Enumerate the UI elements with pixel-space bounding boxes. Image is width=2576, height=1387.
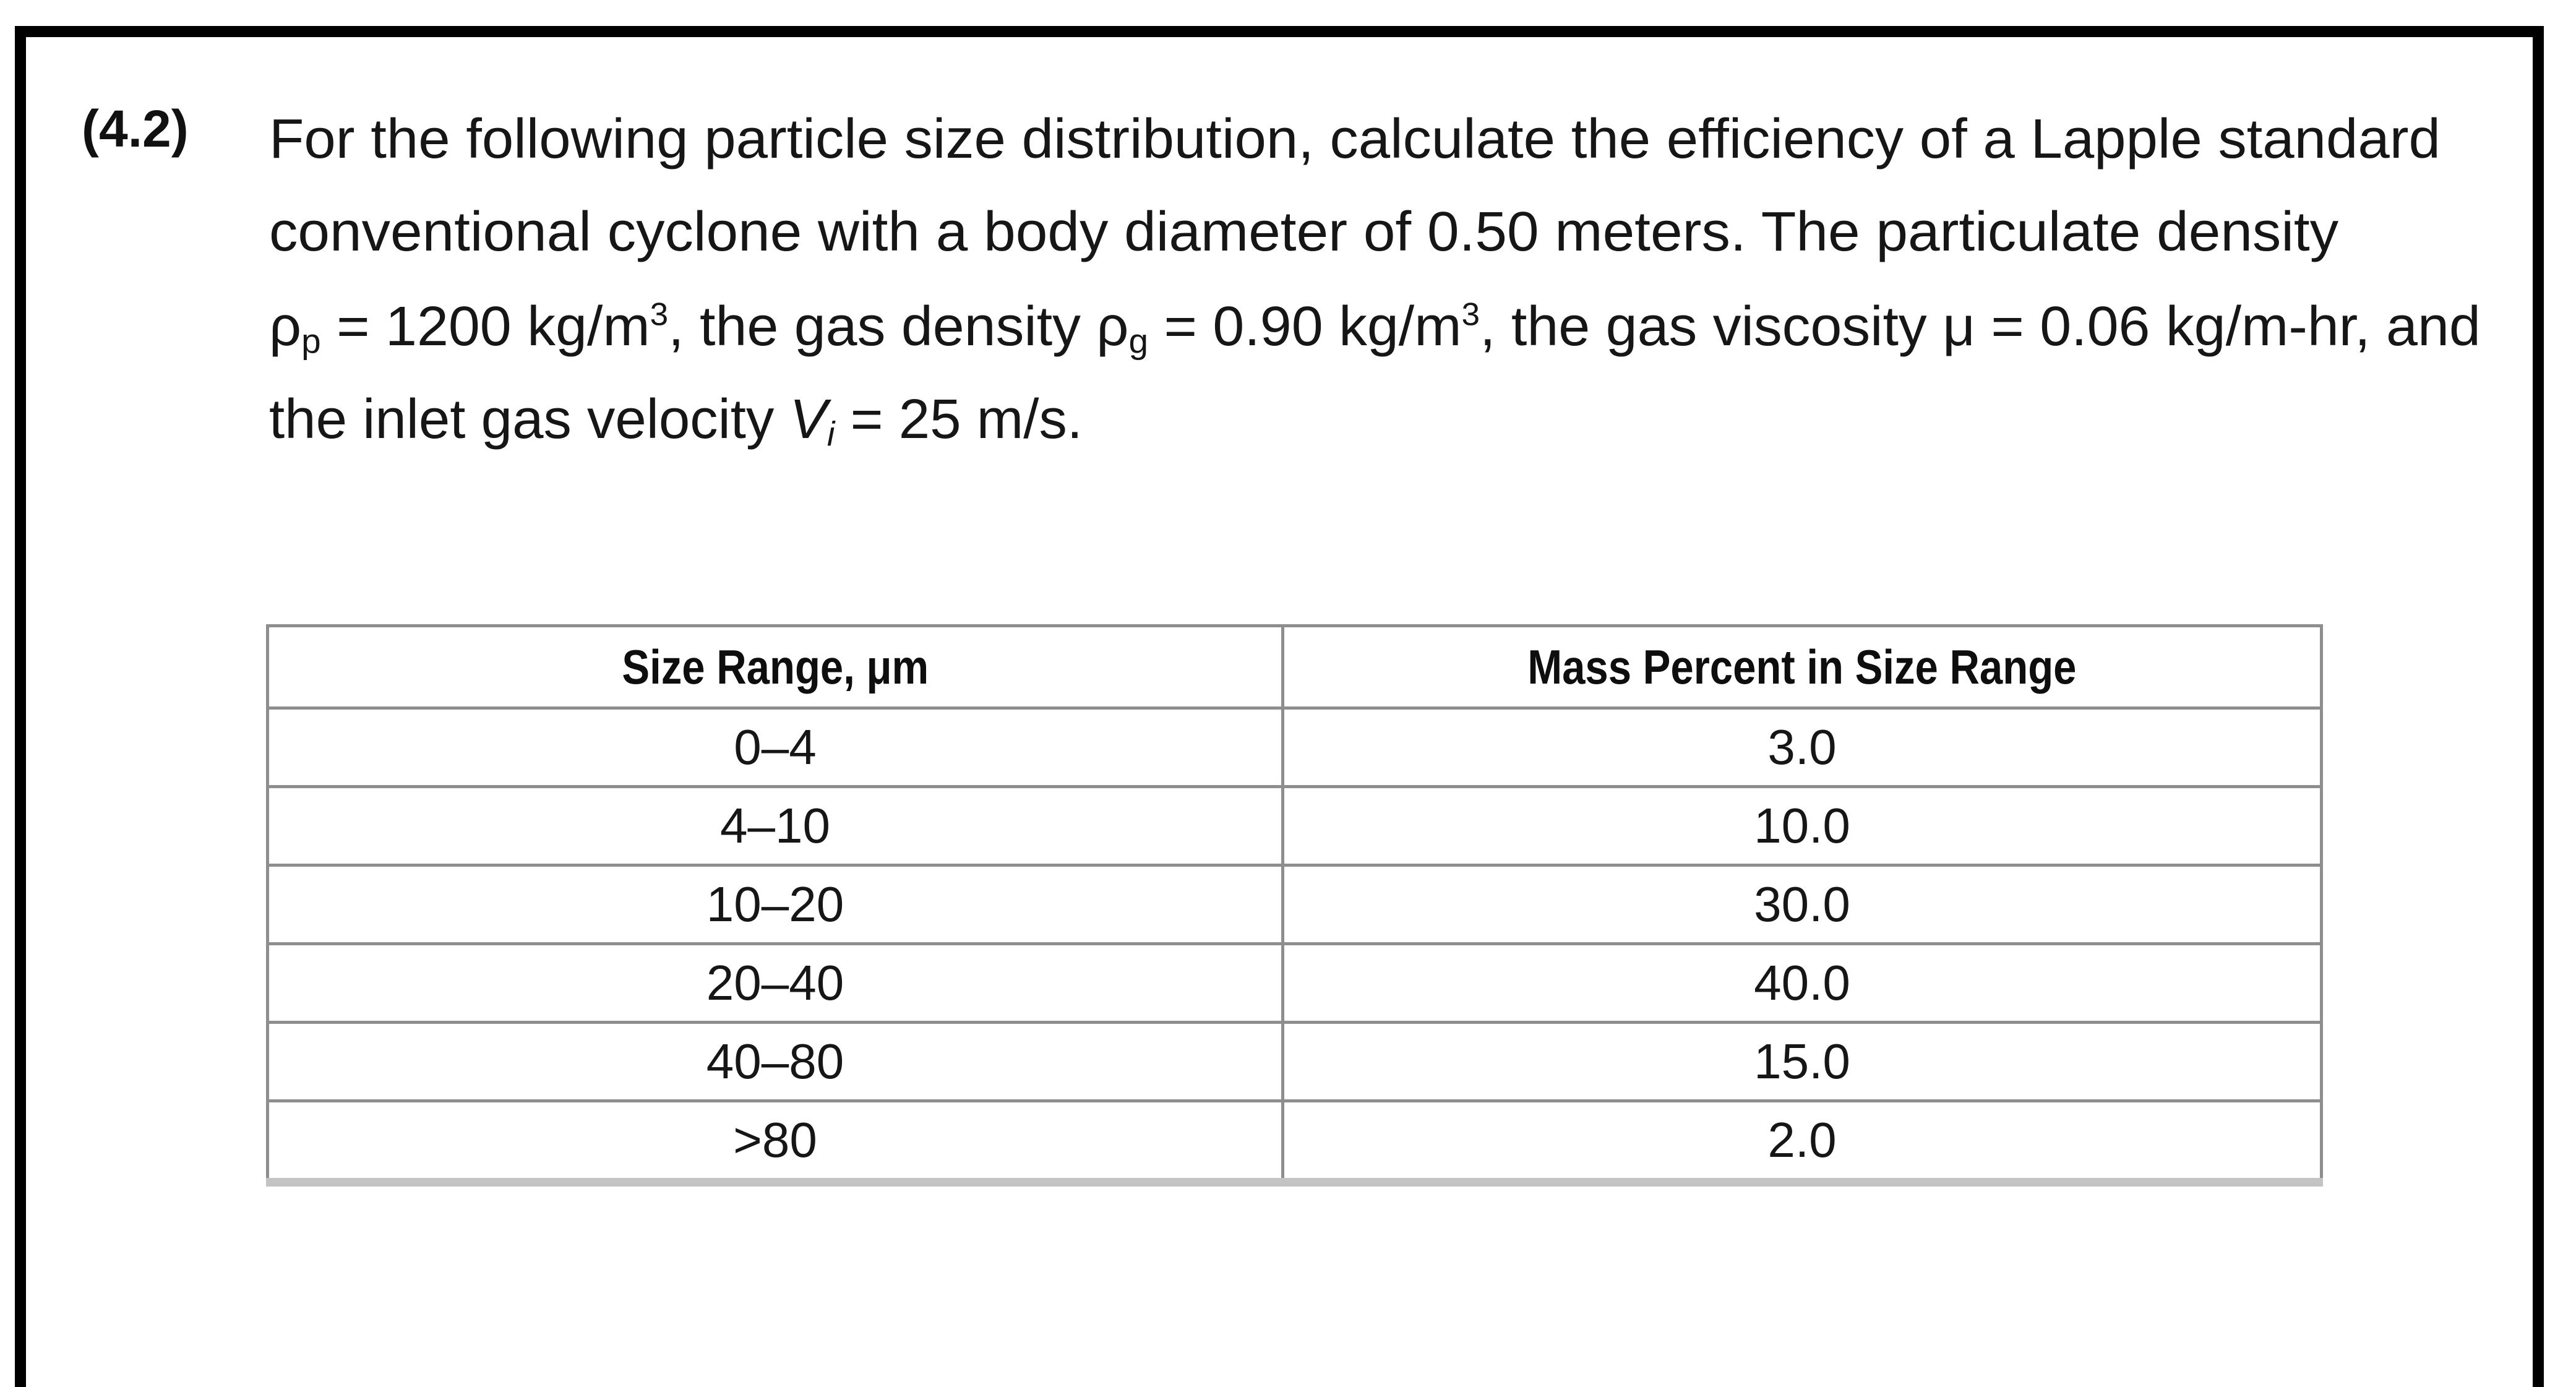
size-range-cell: 40–80 [266, 1021, 1284, 1102]
table-row: >80 2.0 [266, 1099, 2323, 1187]
mass-percent-cell: 30.0 [1281, 864, 2323, 945]
text-run: , the gas density ρ [668, 296, 1129, 358]
text-run: the inlet gas velocity [269, 389, 790, 450]
text-run: conventional cyclone with a body diamete… [269, 201, 2339, 263]
table-row: 10–20 30.0 [266, 864, 2323, 945]
text-run: = 0.90 kg/m [1148, 296, 1462, 358]
subscript: i [826, 414, 835, 453]
size-range-cell: 20–40 [266, 942, 1284, 1024]
table-row: 0–4 3.0 [266, 706, 2323, 788]
text-run: = 25 m/s. [835, 389, 1083, 450]
mass-percent-cell: 10.0 [1281, 785, 2323, 867]
problem-text-line-1: For the following particle size distribu… [269, 108, 2441, 170]
particle-size-table: Size Range, μm Mass Percent in Size Rang… [266, 624, 2323, 1187]
table-row: 40–80 15.0 [266, 1021, 2323, 1102]
text-run: For the following particle size distribu… [269, 108, 2441, 170]
text-run: ρ [269, 296, 302, 358]
mass-percent-cell: 15.0 [1281, 1021, 2323, 1102]
table-row: 4–10 10.0 [266, 785, 2323, 867]
problem-number: (4.2) [82, 100, 189, 158]
table-header-row: Size Range, μm Mass Percent in Size Rang… [266, 624, 2323, 710]
size-range-cell: 10–20 [266, 864, 1284, 945]
size-range-cell: 4–10 [266, 785, 1284, 867]
problem-text-line-2: conventional cyclone with a body diamete… [269, 201, 2338, 263]
mass-percent-cell: 3.0 [1281, 706, 2323, 788]
text-run: , the gas viscosity μ = 0.06 kg/m-hr, an… [1480, 296, 2481, 358]
text-run: = 1200 kg/m [320, 296, 650, 358]
subscript: p [301, 321, 321, 361]
table-row: 20–40 40.0 [266, 942, 2323, 1024]
superscript: 3 [650, 296, 669, 333]
subscript: g [1128, 321, 1149, 361]
mass-percent-cell: 2.0 [1281, 1099, 2323, 1187]
size-range-cell: 0–4 [266, 706, 1284, 788]
column-header-mass-percent: Mass Percent in Size Range [1281, 624, 2323, 710]
size-range-cell: >80 [266, 1099, 1284, 1187]
column-header-size-range: Size Range, μm [266, 624, 1284, 710]
problem-text-line-4: the inlet gas velocity Vi = 25 m/s. [269, 389, 1083, 453]
text-run: V [789, 389, 827, 450]
mass-percent-cell: 40.0 [1281, 942, 2323, 1024]
problem-text-line-3: ρp = 1200 kg/m3, the gas density ρg = 0.… [269, 296, 2481, 358]
superscript: 3 [1461, 296, 1480, 333]
